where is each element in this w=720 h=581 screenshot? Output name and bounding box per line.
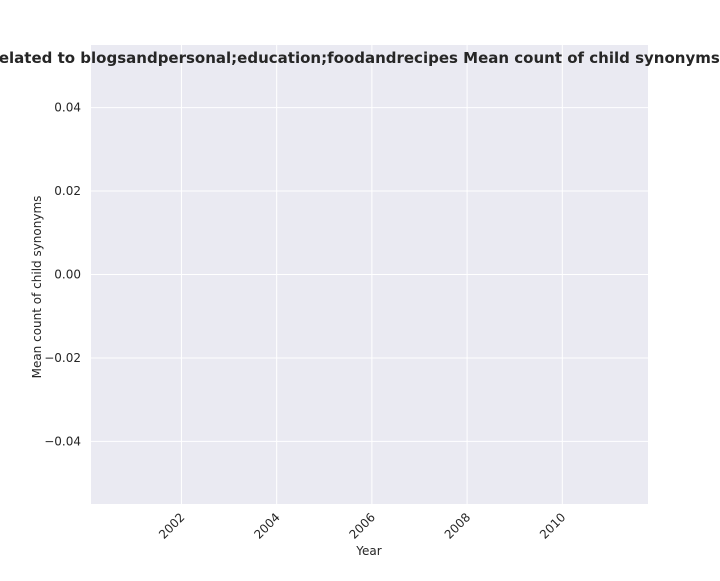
x-tick-labels: 2002 2004 2006 2008 2010 [156,510,568,541]
y-tick-label: 0.04 [54,101,81,115]
y-tick-label: 0.00 [54,268,81,282]
x-tick-label: 2008 [442,510,473,541]
y-tick-label: −0.02 [44,351,81,365]
y-axis-label: Mean count of child synonyms [30,196,44,379]
x-tick-label: 2010 [537,510,568,541]
y-tick-label: 0.02 [54,184,81,198]
x-tick-label: 2004 [251,510,282,541]
y-gridlines [91,107,648,442]
x-axis-label: Year [355,544,381,558]
y-tick-labels: −0.04 −0.02 0.00 0.02 0.04 [44,101,81,449]
x-tick-label: 2006 [347,510,378,541]
y-tick-label: −0.04 [44,434,81,448]
x-tick-label: 2002 [156,510,187,541]
chart-title: re related to blogsandpersonal;education… [0,49,720,67]
